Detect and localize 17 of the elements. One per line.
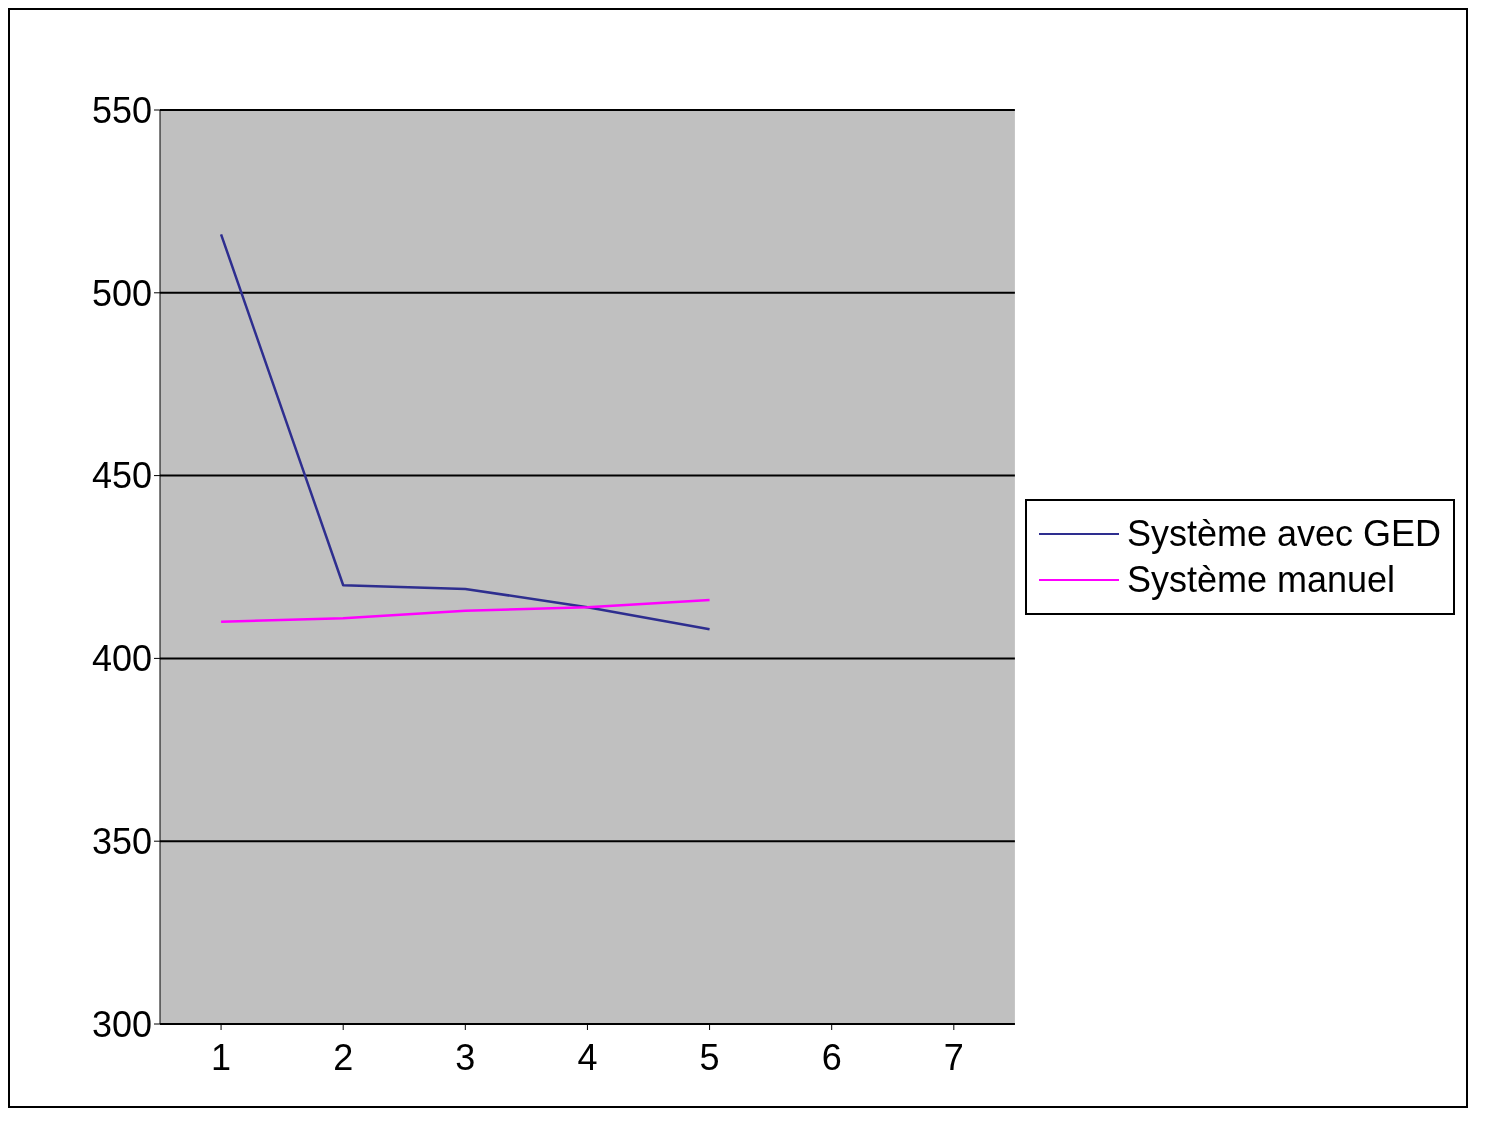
x-tick-label: 2 — [333, 1036, 354, 1078]
y-tick-label: 450 — [91, 455, 152, 497]
y-tick-label: 400 — [91, 638, 152, 680]
y-tick-label: 300 — [91, 1003, 152, 1045]
legend-label: Système avec GED — [1126, 513, 1441, 555]
y-tick-label: 350 — [91, 820, 152, 862]
line-series — [219, 233, 711, 631]
x-tick-label: 6 — [821, 1036, 842, 1078]
y-tick-label: 500 — [91, 272, 152, 314]
line-series — [219, 598, 711, 624]
y-tick-label: 550 — [91, 89, 152, 131]
x-tick-label: 1 — [211, 1036, 232, 1078]
legend-label: Système manuel — [1126, 559, 1396, 601]
x-tick-label: 7 — [943, 1036, 964, 1078]
x-tick-label: 3 — [455, 1036, 476, 1078]
x-tick-label: 5 — [699, 1036, 720, 1078]
x-tick-label: 4 — [577, 1036, 598, 1078]
